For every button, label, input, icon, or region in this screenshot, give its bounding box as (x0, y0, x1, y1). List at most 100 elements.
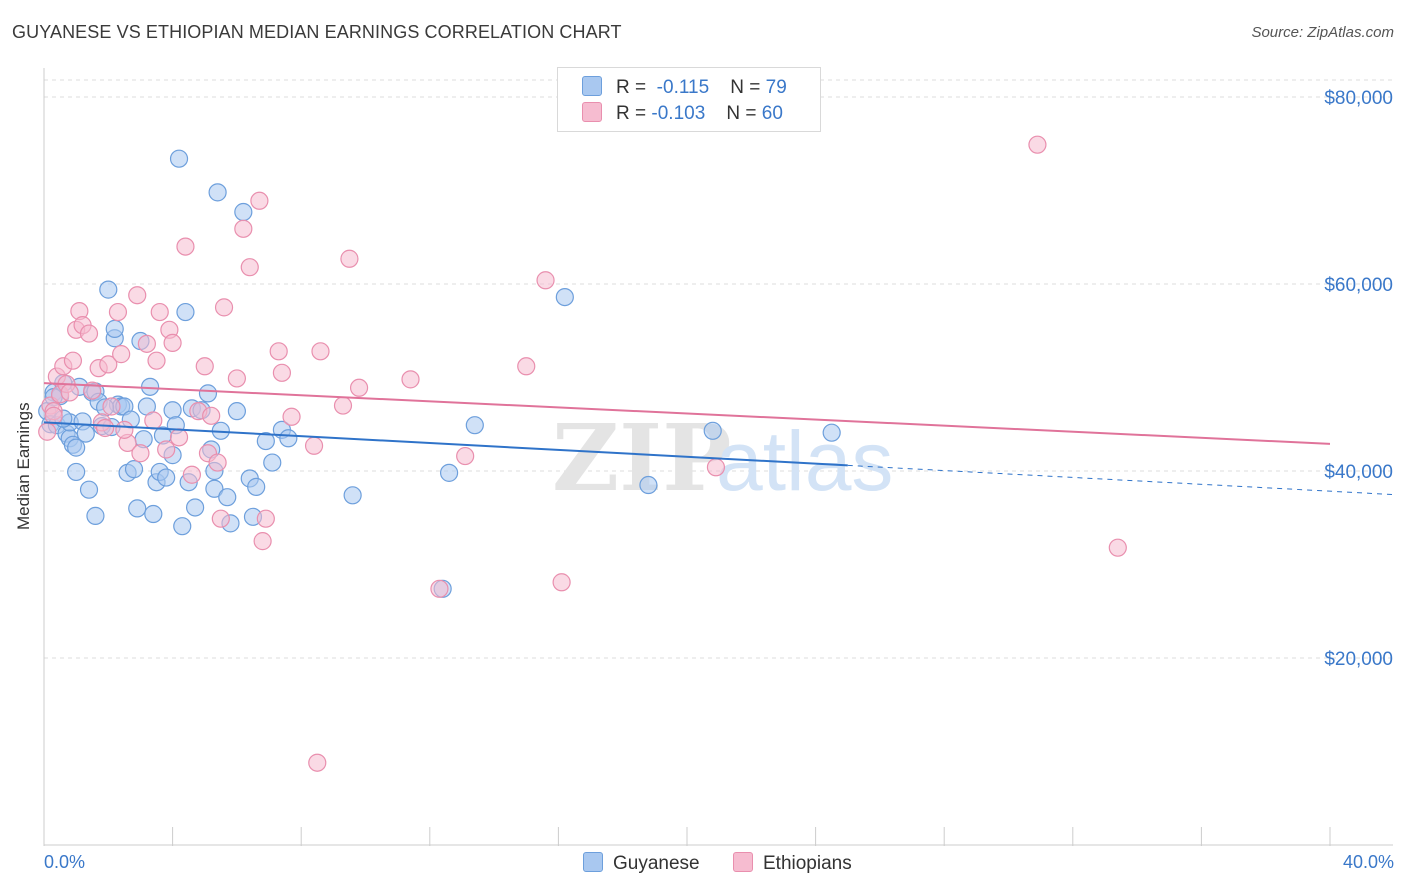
ethiopian-point (131, 444, 150, 463)
ethiopian-point (99, 355, 118, 374)
guyanese-point (163, 401, 182, 420)
ethiopian-point (456, 446, 475, 466)
ethiopian-point (401, 370, 420, 389)
ethiopian-point (250, 191, 269, 210)
guyanese-point (703, 421, 722, 440)
ethiopian-trend-line (43, 382, 1331, 445)
ethiopian-point (536, 271, 555, 290)
y-tick-label: $40,000 (1324, 462, 1393, 483)
ethiopian-point (102, 397, 121, 416)
r-value-guyanese: -0.115 (656, 77, 710, 98)
bottom-legend-label: Ethiopians (763, 853, 852, 874)
guyanese-point (218, 488, 237, 507)
ethiopian-point (256, 509, 275, 528)
ethiopian-point (304, 436, 324, 455)
guyanese-point (822, 423, 841, 442)
ethiopian-point (44, 406, 63, 425)
x-tick-min: 0.0% (44, 852, 86, 872)
ethiopian-point (202, 406, 221, 425)
guyanese-point (169, 149, 189, 168)
ethiopian-point (144, 411, 163, 430)
ethiopian-point (150, 302, 169, 322)
legend-row-ethiopians: R = -0.103 N = 60 (582, 102, 783, 126)
ethiopian-point (311, 342, 330, 361)
n-label: N = (730, 77, 761, 98)
bottom-legend-label: Guyanese (613, 853, 700, 874)
r-label: R = (616, 77, 647, 98)
ethiopian-point (240, 258, 259, 277)
guyanese-point (234, 202, 253, 222)
ethiopian-point (163, 333, 182, 353)
ethiopian-point (253, 532, 272, 551)
pink-swatch-icon (582, 102, 602, 122)
ethiopian-point (137, 334, 156, 353)
y-tick-label: $80,000 (1324, 88, 1393, 109)
legend-row-guyanese: R = -0.115 N = 79 (582, 76, 787, 100)
guyanese-point (343, 486, 362, 505)
guyanese-point (144, 504, 163, 524)
guyanese-trend-extension (847, 464, 1394, 496)
ethiopian-point (195, 357, 214, 376)
ethiopian-point (157, 440, 176, 459)
blue-swatch-icon (582, 76, 602, 96)
ethiopian-point (38, 422, 57, 441)
x-tick-max: 40.0% (1342, 852, 1394, 872)
guyanese-point (67, 462, 86, 482)
ethiopian-point (169, 428, 189, 447)
guyanese-point (67, 438, 86, 457)
guyanese-point (86, 506, 105, 525)
ethiopian-point (706, 458, 726, 477)
guyanese-point (198, 384, 218, 403)
y-tick-label: $60,000 (1324, 275, 1393, 296)
guyanese-point (465, 416, 484, 435)
guyanese-point (173, 517, 192, 536)
ethiopian-point (333, 396, 353, 415)
ethiopian-point (176, 237, 195, 256)
guyanese-point (555, 287, 574, 307)
ethiopian-point (430, 579, 449, 598)
guyanese-point (247, 477, 266, 496)
ethiopian-point (1028, 135, 1047, 154)
y-axis-label: Median Earnings (14, 402, 33, 530)
guyanese-point (76, 424, 95, 443)
ethiopian-point (517, 357, 536, 376)
guyanese-point (439, 463, 459, 482)
n-value-ethiopians: 60 (761, 103, 783, 124)
guyanese-point (124, 460, 144, 479)
guyanese-point (128, 499, 147, 518)
ethiopian-point (1108, 538, 1127, 557)
n-value-guyanese: 79 (765, 77, 787, 98)
ethiopian-point (208, 453, 227, 472)
ethiopian-point (340, 249, 359, 268)
guyanese-point (205, 479, 224, 498)
guyanese-point (279, 429, 298, 448)
bottom-legend-guyanese: Guyanese (583, 852, 700, 875)
ethiopian-point (147, 351, 166, 370)
ethiopian-point (95, 418, 115, 438)
ethiopian-point (112, 345, 131, 364)
blue-swatch-icon (583, 852, 603, 872)
ethiopian-point (128, 286, 147, 305)
ethiopian-point (60, 383, 79, 402)
ethiopian-point (349, 378, 369, 397)
guyanese-point (176, 302, 195, 322)
stats-legend: R = -0.115 N = 79 R = -0.103 N = 60 (557, 67, 821, 132)
ethiopian-point (227, 369, 246, 388)
n-label: N = (726, 103, 757, 124)
guyanese-point (186, 498, 205, 517)
ethiopian-point (282, 407, 301, 426)
r-value-ethiopians: -0.103 (651, 103, 706, 124)
guyanese-point (256, 431, 275, 451)
guyanese-point (263, 453, 282, 472)
ethiopian-point (308, 753, 327, 772)
ethiopian-point (214, 298, 234, 317)
ethiopian-point (234, 219, 253, 238)
ethiopian-point (552, 573, 571, 592)
source-label: Source: ZipAtlas.com (1251, 24, 1394, 41)
ethiopian-point (211, 509, 230, 528)
guyanese-point (99, 280, 118, 299)
r-label: R = (616, 103, 647, 124)
guyanese-point (208, 183, 227, 202)
guyanese-point (79, 480, 99, 499)
